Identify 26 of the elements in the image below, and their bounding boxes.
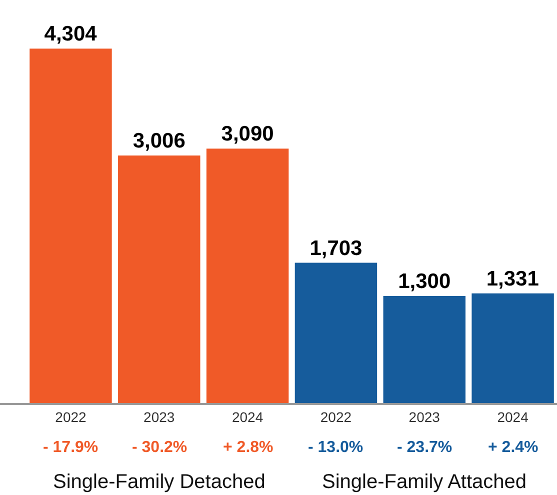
x-tick-label: 2024 <box>497 408 529 425</box>
text: - 13.0% <box>308 439 364 456</box>
x-tick-label: 2023 <box>408 408 440 425</box>
data-label: 3,006 <box>132 130 186 153</box>
bar <box>118 156 200 403</box>
bar <box>30 48 112 403</box>
text: + 2.4% <box>488 439 538 456</box>
x-tick-label: 2023 <box>144 408 175 425</box>
text: - 17.9% <box>43 439 98 456</box>
data-label: 1,331 <box>486 267 540 290</box>
text: Single-Family Detached <box>53 471 266 493</box>
data-label: 1,703 <box>310 236 362 260</box>
data-label: 3,090 <box>221 122 274 146</box>
x-tick-label: 2022 <box>55 408 87 425</box>
x-tick-label: 2022 <box>320 408 352 425</box>
data-label: 1,300 <box>398 270 451 293</box>
text: - 23.7% <box>397 439 452 456</box>
bar <box>294 262 378 403</box>
bar <box>206 148 289 403</box>
text: - 30.2% <box>132 439 188 456</box>
bar <box>472 293 554 403</box>
text: + 2.8% <box>223 439 274 456</box>
data-label: 4,304 <box>44 22 98 46</box>
x-tick-label: 2024 <box>232 408 264 425</box>
bar <box>383 296 466 403</box>
text: Single-Family Attached <box>322 471 527 493</box>
